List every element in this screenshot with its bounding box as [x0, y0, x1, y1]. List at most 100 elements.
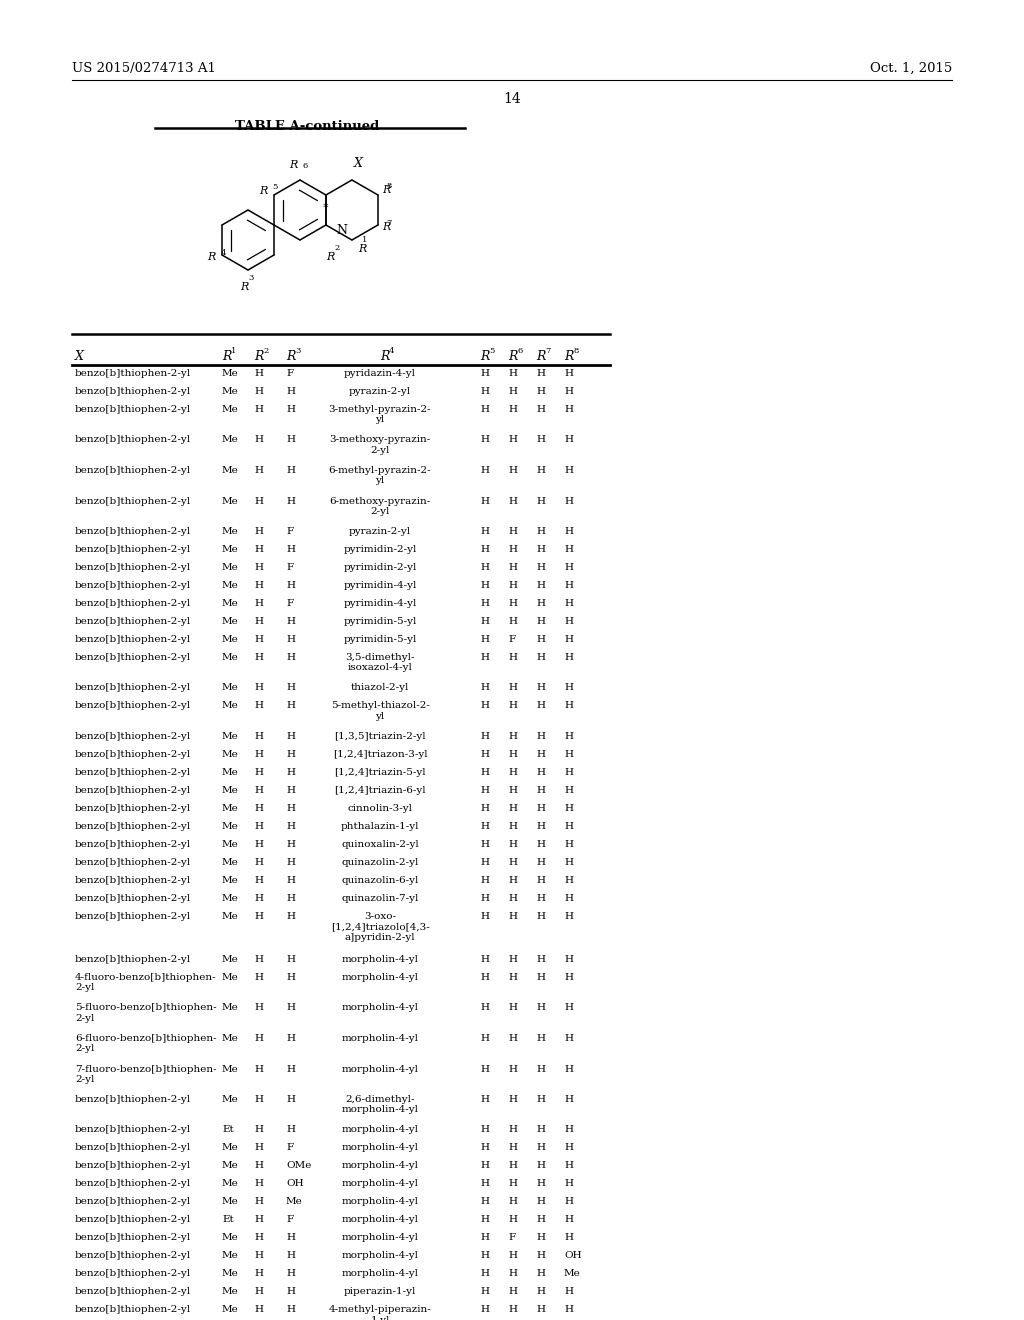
Text: H: H: [564, 1162, 573, 1171]
Text: 7: 7: [386, 219, 391, 227]
Text: 6: 6: [517, 347, 522, 355]
Text: benzo[b]thiophen-2-yl: benzo[b]thiophen-2-yl: [75, 1126, 191, 1134]
Text: H: H: [480, 466, 489, 475]
Text: pyrimidin-2-yl: pyrimidin-2-yl: [343, 564, 417, 572]
Text: H: H: [480, 616, 489, 626]
Text: H: H: [254, 1003, 263, 1012]
Text: H: H: [508, 840, 517, 849]
Text: morpholin-4-yl: morpholin-4-yl: [341, 973, 419, 982]
Text: H: H: [508, 564, 517, 572]
Text: Me: Me: [222, 1003, 239, 1012]
Text: H: H: [508, 616, 517, 626]
Text: H: H: [286, 387, 295, 396]
Text: H: H: [564, 785, 573, 795]
Text: H: H: [536, 599, 545, 609]
Text: H: H: [508, 684, 517, 693]
Text: TABLE A-continued: TABLE A-continued: [234, 120, 379, 133]
Text: H: H: [508, 545, 517, 554]
Text: H: H: [286, 954, 295, 964]
Text: Me: Me: [222, 581, 239, 590]
Text: 3-methoxy-pyrazin-
2-yl: 3-methoxy-pyrazin- 2-yl: [330, 436, 431, 455]
Text: H: H: [286, 701, 295, 710]
Text: R: R: [508, 350, 517, 363]
Text: phthalazin-1-yl: phthalazin-1-yl: [341, 822, 419, 832]
Text: 4-methyl-piperazin-
1-yl: 4-methyl-piperazin- 1-yl: [329, 1305, 431, 1320]
Text: H: H: [254, 466, 263, 475]
Text: H: H: [536, 564, 545, 572]
Text: Me: Me: [222, 1064, 239, 1073]
Text: H: H: [536, 1197, 545, 1206]
Text: morpholin-4-yl: morpholin-4-yl: [341, 1162, 419, 1171]
Text: 2: 2: [334, 244, 340, 252]
Text: H: H: [564, 750, 573, 759]
Text: H: H: [508, 1064, 517, 1073]
Text: R: R: [536, 350, 546, 363]
Text: H: H: [508, 387, 517, 396]
Text: H: H: [564, 1305, 573, 1315]
Text: H: H: [254, 405, 263, 414]
Text: H: H: [286, 1003, 295, 1012]
Text: benzo[b]thiophen-2-yl: benzo[b]thiophen-2-yl: [75, 653, 191, 663]
Text: H: H: [508, 858, 517, 867]
Text: H: H: [536, 1064, 545, 1073]
Text: H: H: [254, 635, 263, 644]
Text: H: H: [508, 1197, 517, 1206]
Text: H: H: [536, 954, 545, 964]
Text: H: H: [480, 1003, 489, 1012]
Text: X: X: [75, 350, 84, 363]
Text: pyrazin-2-yl: pyrazin-2-yl: [349, 387, 411, 396]
Text: Me: Me: [222, 436, 239, 445]
Text: H: H: [286, 785, 295, 795]
Text: H: H: [564, 370, 573, 378]
Text: 6: 6: [302, 162, 307, 170]
Text: H: H: [254, 1251, 263, 1261]
Text: H: H: [480, 1096, 489, 1104]
Text: H: H: [254, 581, 263, 590]
Text: Me: Me: [222, 912, 239, 921]
Text: Me: Me: [222, 733, 239, 741]
Text: H: H: [536, 1126, 545, 1134]
Text: benzo[b]thiophen-2-yl: benzo[b]thiophen-2-yl: [75, 1233, 191, 1242]
Text: H: H: [254, 1143, 263, 1152]
Text: H: H: [508, 653, 517, 663]
Text: benzo[b]thiophen-2-yl: benzo[b]thiophen-2-yl: [75, 545, 191, 554]
Text: H: H: [286, 436, 295, 445]
Text: Me: Me: [222, 1180, 239, 1188]
Text: H: H: [536, 1287, 545, 1296]
Text: R: R: [222, 350, 231, 363]
Text: H: H: [508, 785, 517, 795]
Text: H: H: [536, 912, 545, 921]
Text: Me: Me: [222, 701, 239, 710]
Text: H: H: [564, 701, 573, 710]
Text: H: H: [480, 1270, 489, 1279]
Text: H: H: [254, 973, 263, 982]
Text: H: H: [254, 1287, 263, 1296]
Text: H: H: [286, 840, 295, 849]
Text: H: H: [536, 1270, 545, 1279]
Text: R: R: [240, 282, 248, 292]
Text: H: H: [564, 387, 573, 396]
Text: H: H: [536, 496, 545, 506]
Text: H: H: [508, 436, 517, 445]
Text: H: H: [286, 581, 295, 590]
Text: H: H: [536, 635, 545, 644]
Text: H: H: [508, 1216, 517, 1225]
Text: H: H: [536, 1096, 545, 1104]
Text: Et: Et: [222, 1216, 233, 1225]
Text: morpholin-4-yl: morpholin-4-yl: [341, 1216, 419, 1225]
Text: H: H: [480, 858, 489, 867]
Text: R: R: [326, 252, 334, 261]
Text: R: R: [564, 350, 573, 363]
Text: pyrazin-2-yl: pyrazin-2-yl: [349, 527, 411, 536]
Text: 8: 8: [386, 182, 391, 190]
Text: H: H: [508, 768, 517, 777]
Text: Me: Me: [222, 387, 239, 396]
Text: [1,2,4]triazin-5-yl: [1,2,4]triazin-5-yl: [334, 768, 426, 777]
Text: 5: 5: [272, 183, 278, 191]
Text: H: H: [286, 684, 295, 693]
Text: benzo[b]thiophen-2-yl: benzo[b]thiophen-2-yl: [75, 912, 191, 921]
Text: Me: Me: [222, 973, 239, 982]
Text: F: F: [286, 1143, 293, 1152]
Text: H: H: [480, 1180, 489, 1188]
Text: H: H: [480, 684, 489, 693]
